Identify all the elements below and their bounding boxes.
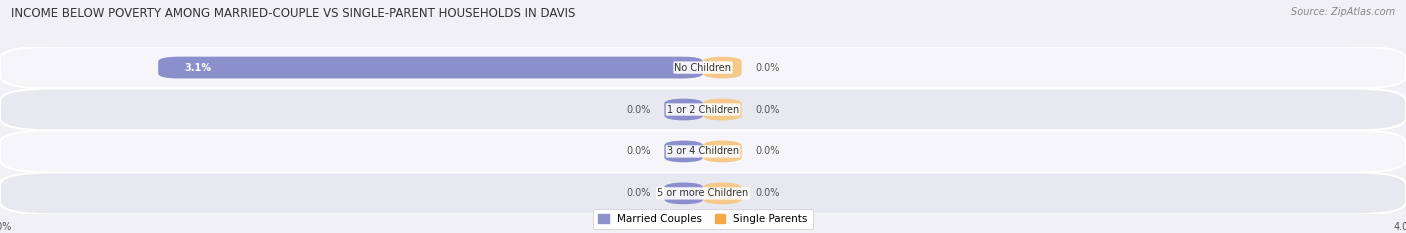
Text: 3.1%: 3.1% xyxy=(184,63,211,72)
Legend: Married Couples, Single Parents: Married Couples, Single Parents xyxy=(593,209,813,229)
Text: 0.0%: 0.0% xyxy=(626,188,650,198)
FancyBboxPatch shape xyxy=(703,182,742,204)
Text: 0.0%: 0.0% xyxy=(756,63,780,72)
FancyBboxPatch shape xyxy=(665,182,703,204)
FancyBboxPatch shape xyxy=(665,99,703,120)
Text: 1 or 2 Children: 1 or 2 Children xyxy=(666,105,740,114)
FancyBboxPatch shape xyxy=(0,47,1406,89)
Text: 5 or more Children: 5 or more Children xyxy=(658,188,748,198)
Text: 0.0%: 0.0% xyxy=(756,105,780,114)
Text: INCOME BELOW POVERTY AMONG MARRIED-COUPLE VS SINGLE-PARENT HOUSEHOLDS IN DAVIS: INCOME BELOW POVERTY AMONG MARRIED-COUPL… xyxy=(11,7,575,20)
FancyBboxPatch shape xyxy=(0,130,1406,172)
Text: No Children: No Children xyxy=(675,63,731,72)
FancyBboxPatch shape xyxy=(703,140,742,162)
FancyBboxPatch shape xyxy=(157,57,703,79)
Text: 0.0%: 0.0% xyxy=(756,147,780,156)
FancyBboxPatch shape xyxy=(665,140,703,162)
Text: 0.0%: 0.0% xyxy=(756,188,780,198)
FancyBboxPatch shape xyxy=(0,172,1406,214)
Text: Source: ZipAtlas.com: Source: ZipAtlas.com xyxy=(1291,7,1395,17)
Text: 0.0%: 0.0% xyxy=(626,105,650,114)
FancyBboxPatch shape xyxy=(703,57,742,79)
Text: 0.0%: 0.0% xyxy=(626,147,650,156)
FancyBboxPatch shape xyxy=(703,99,742,120)
FancyBboxPatch shape xyxy=(0,89,1406,130)
Text: 3 or 4 Children: 3 or 4 Children xyxy=(666,147,740,156)
